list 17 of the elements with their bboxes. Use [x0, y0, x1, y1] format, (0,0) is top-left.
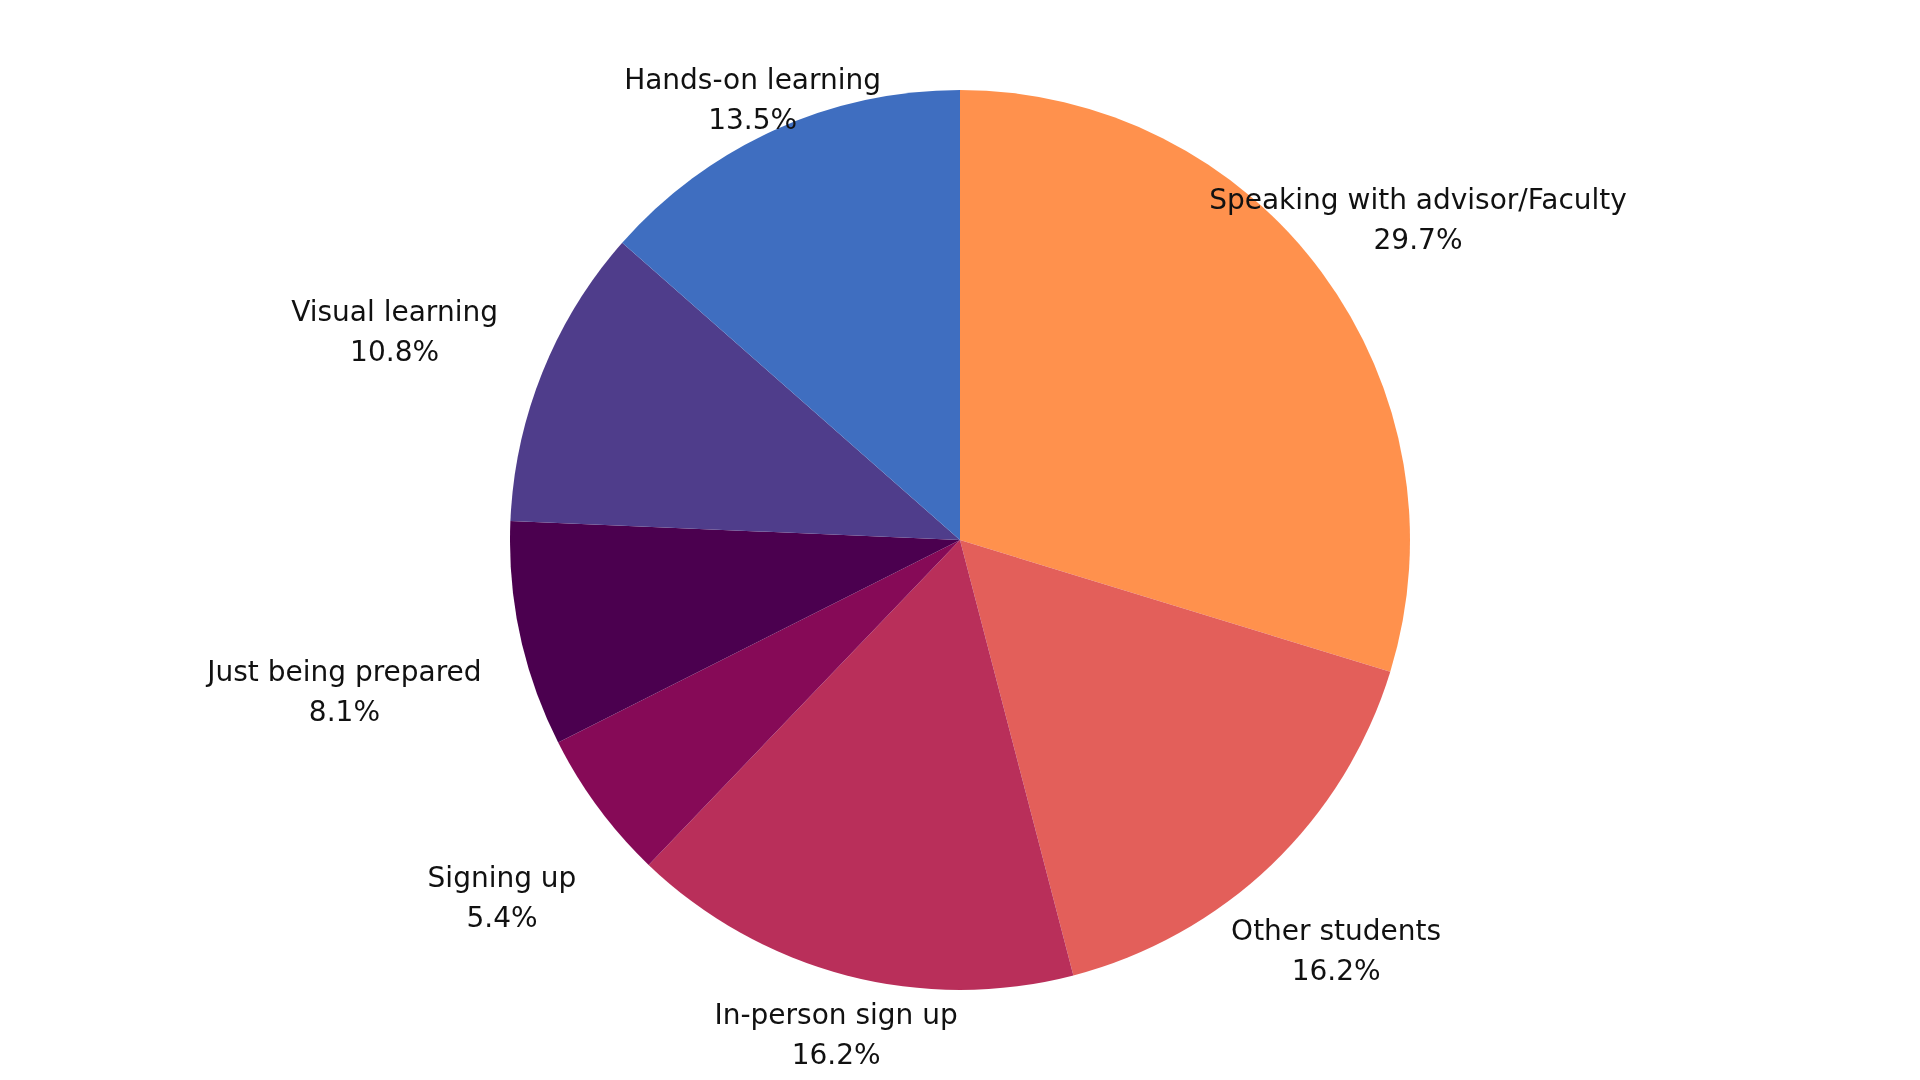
- slice-label: Just being prepared: [205, 654, 482, 688]
- data-label: 16.2%: [1291, 954, 1381, 988]
- slice-label: Hands-on learning: [624, 63, 882, 97]
- pie-slice: [510, 520, 960, 743]
- pie-slice: [558, 540, 960, 865]
- pie-slice: [648, 540, 1074, 990]
- slice-label: Other students: [1231, 914, 1442, 948]
- data-label: 16.2%: [791, 1037, 881, 1071]
- data-label: 13.5%: [708, 103, 798, 137]
- data-label: 10.8%: [350, 334, 440, 368]
- pie-slice: [510, 242, 960, 540]
- slice-label: In-person sign up: [714, 997, 958, 1031]
- slice-label: Signing up: [427, 860, 577, 894]
- slice-label: Visual learning: [291, 294, 498, 328]
- data-label: 29.7%: [1373, 223, 1463, 257]
- data-label: 5.4%: [466, 900, 538, 934]
- data-label: 8.1%: [308, 694, 380, 728]
